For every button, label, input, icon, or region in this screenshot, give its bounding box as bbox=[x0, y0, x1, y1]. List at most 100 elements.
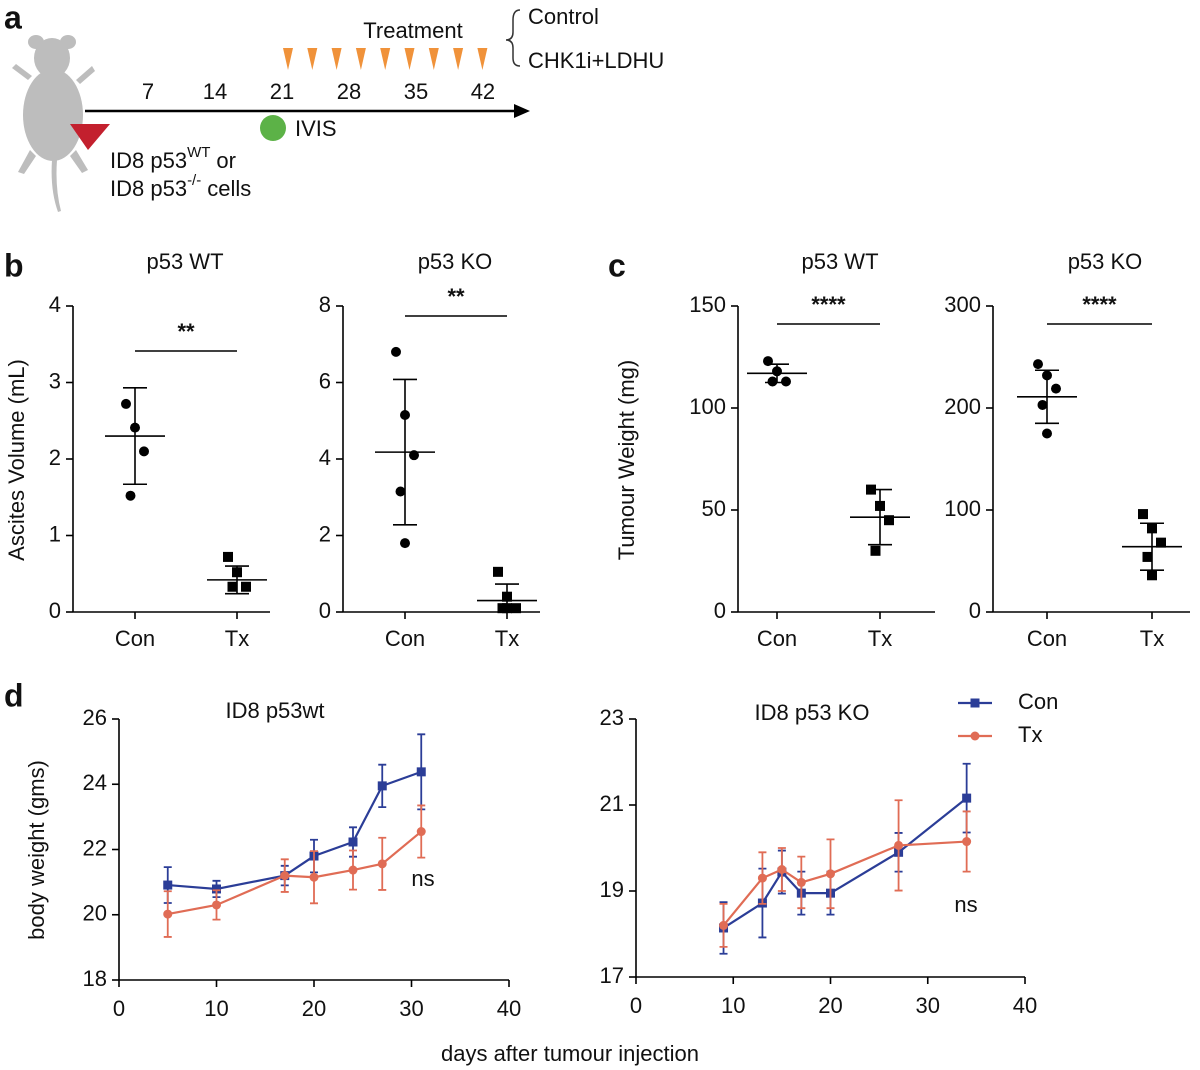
marker bbox=[970, 698, 980, 708]
marker bbox=[280, 871, 290, 881]
x-tick-label: Tx bbox=[495, 626, 519, 651]
y-tick-label: 0 bbox=[969, 598, 981, 623]
error-bar bbox=[393, 378, 417, 526]
x-tick-label: 20 bbox=[302, 996, 326, 1021]
day-label: 35 bbox=[404, 79, 428, 104]
y-tick-label: 200 bbox=[944, 394, 981, 419]
x-tick-label: 0 bbox=[113, 996, 125, 1021]
y-axis-label: body weight (gms) bbox=[24, 760, 49, 940]
chart-title: ID8 p53 KO bbox=[755, 700, 870, 725]
chart-title: p53 WT bbox=[146, 249, 223, 274]
error-bar bbox=[765, 363, 789, 384]
x-tick-label: 10 bbox=[204, 996, 228, 1021]
legend-label: Tx bbox=[1018, 722, 1042, 747]
marker bbox=[757, 873, 767, 883]
x-tick-label: 0 bbox=[630, 993, 642, 1018]
y-tick-label: 50 bbox=[702, 496, 726, 521]
y-tick-label: 2 bbox=[49, 445, 61, 470]
marker bbox=[212, 884, 221, 894]
y-tick-label: 0 bbox=[49, 598, 61, 623]
marker bbox=[309, 872, 319, 882]
marker bbox=[826, 869, 835, 879]
marker bbox=[377, 859, 387, 869]
y-axis-label: Ascites Volume (mL) bbox=[4, 359, 29, 561]
x-tick-label: Con bbox=[385, 626, 425, 651]
marker bbox=[970, 731, 980, 741]
y-tick-label: 8 bbox=[319, 292, 331, 317]
panel-label: d bbox=[4, 677, 24, 713]
x-tick-label: Tx bbox=[1140, 626, 1164, 651]
timeline-arrow bbox=[514, 104, 530, 118]
significance-label: ** bbox=[447, 284, 465, 309]
marker bbox=[377, 781, 387, 791]
x-tick-label: 40 bbox=[497, 996, 521, 1021]
annotation: ns bbox=[411, 866, 434, 891]
marker bbox=[212, 900, 221, 910]
marker bbox=[796, 877, 806, 887]
y-tick-label: 3 bbox=[49, 368, 61, 393]
treatment-dose bbox=[307, 48, 318, 70]
significance-label: ** bbox=[177, 319, 195, 344]
marker bbox=[894, 840, 904, 850]
error-bar bbox=[1140, 522, 1164, 571]
y-tick-label: 4 bbox=[319, 445, 331, 470]
y-tick-label: 21 bbox=[600, 791, 624, 816]
day-label: 7 bbox=[142, 79, 154, 104]
marker bbox=[962, 793, 972, 803]
marker bbox=[870, 545, 881, 556]
marker bbox=[1156, 537, 1166, 548]
x-tick-label: Tx bbox=[225, 626, 249, 651]
marker bbox=[1042, 428, 1052, 439]
y-tick-label: 18 bbox=[83, 966, 107, 991]
cell-label: ID8 p53-/- cells bbox=[110, 172, 251, 201]
marker bbox=[1033, 359, 1043, 370]
y-tick-label: 150 bbox=[689, 292, 726, 317]
y-tick-label: 17 bbox=[600, 963, 624, 988]
marker bbox=[962, 837, 972, 847]
cell-suffix: or bbox=[216, 148, 236, 173]
panel-label: b bbox=[4, 247, 24, 283]
error-bar bbox=[495, 583, 519, 612]
arm-label: CHK1i+LDHU bbox=[528, 48, 664, 73]
chart-title: p53 KO bbox=[418, 249, 493, 274]
y-axis-label: Tumour Weight (mg) bbox=[614, 360, 639, 561]
cell-superscript: WT bbox=[187, 144, 210, 161]
marker bbox=[163, 880, 173, 890]
marker bbox=[719, 920, 729, 930]
series-line bbox=[167, 830, 422, 916]
marker bbox=[1138, 509, 1148, 520]
panel-label: a bbox=[4, 0, 22, 35]
significance-label: **** bbox=[1082, 292, 1117, 317]
y-tick-label: 1 bbox=[49, 521, 61, 546]
y-tick-label: 26 bbox=[83, 705, 107, 730]
significance-label: **** bbox=[811, 292, 846, 317]
annotation: ns bbox=[954, 892, 977, 917]
marker bbox=[1147, 570, 1157, 581]
arm-label: Control bbox=[528, 4, 599, 29]
marker bbox=[139, 446, 149, 457]
chart-title: ID8 p53wt bbox=[225, 698, 324, 723]
marker bbox=[163, 909, 173, 919]
x-tick-label: Con bbox=[115, 626, 155, 651]
x-tick-label: Con bbox=[757, 626, 797, 651]
day-label: 42 bbox=[471, 79, 495, 104]
y-tick-label: 300 bbox=[944, 292, 981, 317]
ivis-marker bbox=[260, 115, 286, 141]
cell-suffix: cells bbox=[207, 176, 251, 201]
y-tick-label: 100 bbox=[689, 394, 726, 419]
treatment-dose bbox=[355, 48, 366, 70]
mouse-icon bbox=[12, 35, 95, 212]
x-tick-label: 30 bbox=[399, 996, 423, 1021]
marker bbox=[416, 767, 426, 777]
x-axis-label: days after tumour injection bbox=[441, 1041, 699, 1066]
day-label: 21 bbox=[270, 79, 294, 104]
y-tick-label: 23 bbox=[600, 705, 624, 730]
marker bbox=[348, 865, 358, 875]
cell-superscript: -/- bbox=[187, 172, 201, 189]
marker bbox=[348, 837, 358, 847]
treatment-dose bbox=[477, 48, 488, 70]
marker bbox=[777, 865, 787, 874]
error-bar bbox=[123, 387, 147, 486]
marker bbox=[125, 490, 136, 501]
y-tick-label: 100 bbox=[944, 496, 981, 521]
